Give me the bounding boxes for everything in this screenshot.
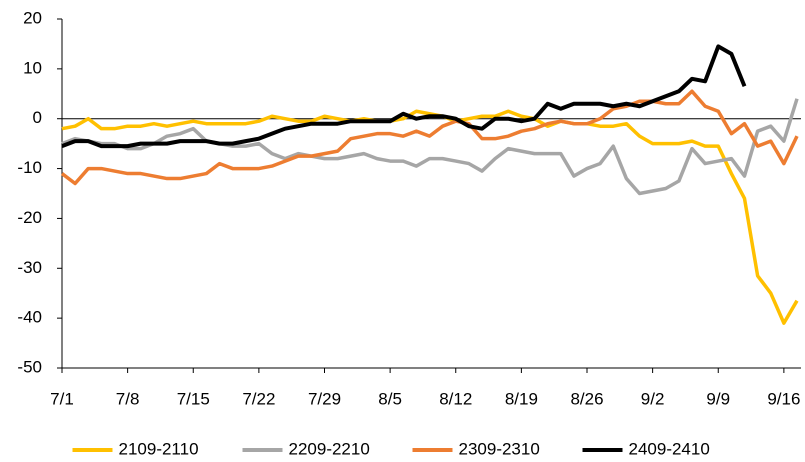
x-tick-label: 7/1 [50, 389, 74, 408]
series-line [60, 89, 799, 186]
series-line [61, 109, 799, 325]
x-tick-label: 7/22 [242, 389, 275, 408]
x-tick-label: 9/2 [641, 389, 665, 408]
y-tick-label: -20 [17, 208, 42, 227]
legend-label: 2409-2410 [629, 439, 710, 458]
x-tick-label: 8/5 [378, 389, 402, 408]
series-line [61, 98, 799, 196]
y-tick-label: 0 [33, 108, 42, 127]
y-tick-label: 20 [23, 8, 42, 27]
x-tick-label: 9/9 [706, 389, 730, 408]
y-tick-label: -30 [17, 258, 42, 277]
x-tick-label: 7/8 [116, 389, 140, 408]
x-tick-label: 7/29 [308, 389, 341, 408]
x-tick-label: 9/16 [767, 389, 800, 408]
legend-label: 2209-2210 [289, 439, 370, 458]
x-tick-label: 8/19 [505, 389, 538, 408]
x-tick-label: 8/26 [570, 389, 603, 408]
legend-label: 2109-2110 [119, 439, 199, 458]
series-line [61, 44, 747, 149]
x-tick-label: 8/12 [439, 389, 472, 408]
y-tick-label: -40 [17, 308, 42, 327]
y-tick-label: -50 [17, 357, 42, 376]
y-tick-label: 10 [23, 58, 42, 77]
legend-label: 2309-2310 [459, 439, 540, 458]
y-tick-label: -10 [17, 158, 42, 177]
x-tick-label: 7/15 [177, 389, 210, 408]
